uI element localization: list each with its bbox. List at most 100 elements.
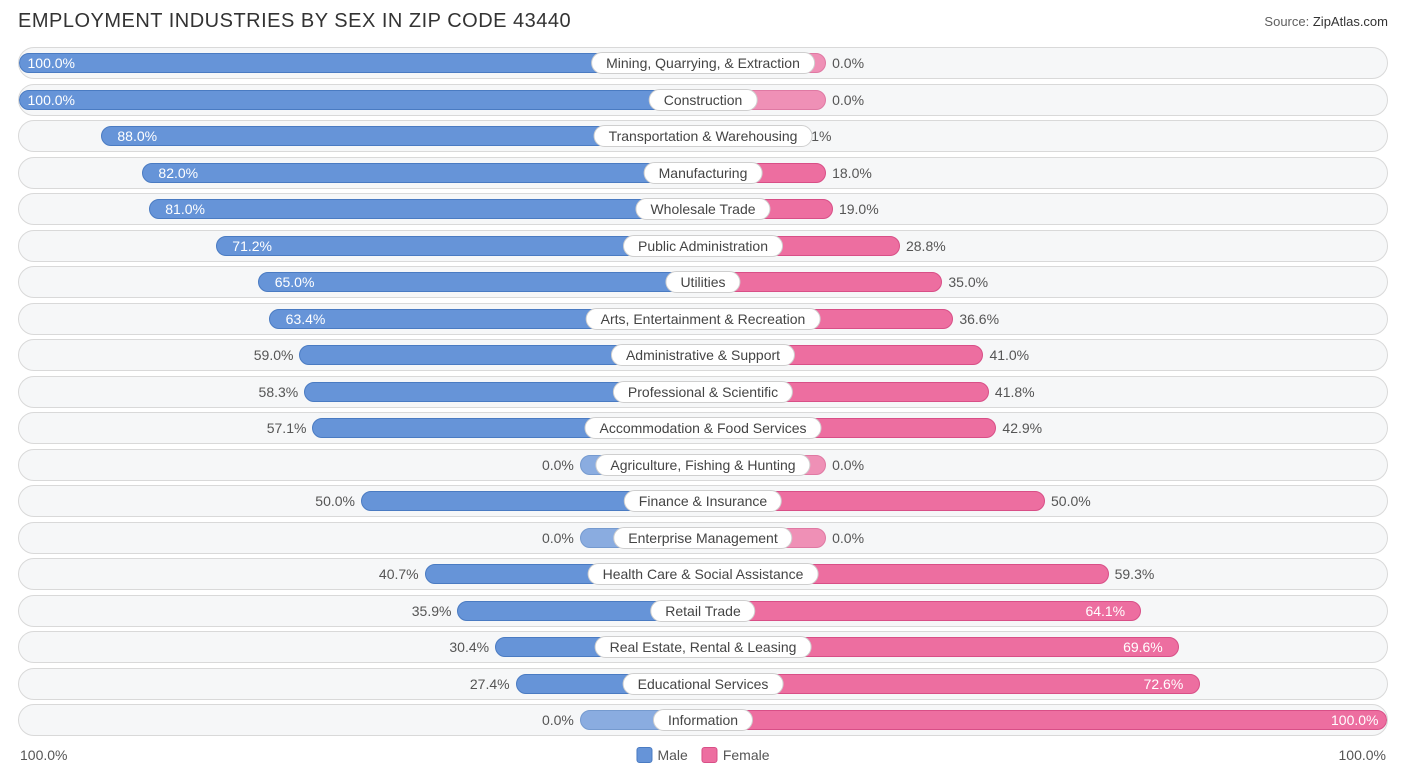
male-half: 58.3%	[19, 377, 703, 407]
category-label: Enterprise Management	[613, 527, 792, 549]
female-half: 50.0%	[703, 486, 1387, 516]
chart-row: 27.4% 72.6%Educational Services	[18, 668, 1388, 700]
male-pct-label: 0.0%	[542, 530, 574, 546]
legend-female-label: Female	[723, 747, 770, 763]
male-pct-label: 0.0%	[542, 712, 574, 728]
chart-footer: 100.0% Male Female 100.0%	[18, 744, 1388, 766]
category-label: Construction	[649, 89, 758, 111]
female-half: 19.0%	[703, 194, 1387, 224]
female-pct-label: 42.9%	[1002, 420, 1042, 436]
category-label: Information	[653, 709, 753, 731]
male-half: 82.0%	[19, 158, 703, 188]
female-pct-label: 100.0%	[1331, 712, 1378, 728]
female-pct-label: 19.0%	[839, 201, 879, 217]
female-half: 64.1%	[703, 596, 1387, 626]
category-label: Educational Services	[623, 673, 784, 695]
female-pct-label: 0.0%	[832, 530, 864, 546]
male-bar	[19, 90, 703, 110]
axis-label-left: 100.0%	[20, 747, 67, 763]
category-label: Public Administration	[623, 235, 783, 257]
female-pct-label: 0.0%	[832, 457, 864, 473]
male-pct-label: 59.0%	[254, 347, 294, 363]
male-half: 50.0%	[19, 486, 703, 516]
category-label: Retail Trade	[650, 600, 755, 622]
male-pct-label: 27.4%	[470, 676, 510, 692]
female-half: 100.0%	[703, 705, 1387, 735]
male-half: 100.0%	[19, 85, 703, 115]
male-pct-label: 0.0%	[542, 457, 574, 473]
male-half: 81.0%	[19, 194, 703, 224]
male-half: 0.0%	[19, 705, 703, 735]
chart-row: 65.0%35.0%Utilities	[18, 266, 1388, 298]
female-half: 28.8%	[703, 231, 1387, 261]
chart-row: 59.0% 41.0% Administrative & Support	[18, 339, 1388, 371]
male-pct-label: 35.9%	[412, 603, 452, 619]
chart-row: 57.1% 42.9% Accommodation & Food Services	[18, 412, 1388, 444]
female-pct-label: 35.0%	[948, 274, 988, 290]
female-pct-label: 41.0%	[989, 347, 1029, 363]
male-pct-label: 40.7%	[379, 566, 419, 582]
category-label: Professional & Scientific	[613, 381, 793, 403]
male-pct-label: 57.1%	[267, 420, 307, 436]
category-label: Mining, Quarrying, & Extraction	[591, 52, 815, 74]
male-bar	[149, 199, 703, 219]
male-bar	[142, 163, 703, 183]
female-half: 0.0%	[703, 85, 1387, 115]
legend-male-label: Male	[657, 747, 687, 763]
chart-row: 30.4%69.6%Real Estate, Rental & Leasing	[18, 631, 1388, 663]
female-pct-label: 64.1%	[1085, 603, 1125, 619]
category-label: Wholesale Trade	[635, 198, 770, 220]
female-pct-label: 0.0%	[832, 55, 864, 71]
source-label: Source:	[1264, 14, 1309, 29]
legend-item-male: Male	[636, 747, 687, 763]
female-pct-label: 0.0%	[832, 92, 864, 108]
female-pct-label: 59.3%	[1115, 566, 1155, 582]
female-pct-label: 18.0%	[832, 165, 872, 181]
chart-row: 35.9% 64.1% Retail Trade	[18, 595, 1388, 627]
male-pct-label: 65.0%	[275, 274, 315, 290]
chart-row: 50.0%50.0%Finance & Insurance	[18, 485, 1388, 517]
male-pct-label: 30.4%	[449, 639, 489, 655]
female-pct-label: 41.8%	[995, 384, 1035, 400]
legend-item-female: Female	[702, 747, 770, 763]
male-half: 35.9%	[19, 596, 703, 626]
chart-row: 88.0%12.1%Transportation & Warehousing	[18, 120, 1388, 152]
male-pct-label: 100.0%	[28, 55, 75, 71]
chart-title: EMPLOYMENT INDUSTRIES BY SEX IN ZIP CODE…	[18, 10, 571, 33]
chart-source: Source: ZipAtlas.com	[1264, 14, 1388, 29]
category-label: Transportation & Warehousing	[594, 125, 813, 147]
female-bar	[703, 601, 1141, 621]
male-pct-label: 88.0%	[117, 128, 157, 144]
axis-label-right: 100.0%	[1339, 747, 1386, 763]
female-half: 72.6%	[703, 669, 1387, 699]
female-half: 41.0%	[703, 340, 1387, 370]
male-half: 65.0%	[19, 267, 703, 297]
chart-row: 63.4%36.6%Arts, Entertainment & Recreati…	[18, 303, 1388, 335]
source-value: ZipAtlas.com	[1313, 14, 1388, 29]
female-half: 41.8%	[703, 377, 1387, 407]
category-label: Administrative & Support	[611, 344, 795, 366]
male-bar	[258, 272, 703, 292]
category-label: Accommodation & Food Services	[585, 417, 822, 439]
male-half: 27.4%	[19, 669, 703, 699]
category-label: Agriculture, Fishing & Hunting	[595, 454, 810, 476]
female-half: 0.0%	[703, 523, 1387, 553]
chart-row: 0.0% 100.0% Information	[18, 704, 1388, 736]
male-half: 71.2%	[19, 231, 703, 261]
category-label: Real Estate, Rental & Leasing	[595, 636, 812, 658]
female-half: 35.0%	[703, 267, 1387, 297]
male-pct-label: 58.3%	[259, 384, 299, 400]
swatch-male-icon	[636, 747, 652, 763]
female-bar	[703, 710, 1387, 730]
male-pct-label: 50.0%	[315, 493, 355, 509]
chart-row: 81.0% 19.0% Wholesale Trade	[18, 193, 1388, 225]
female-half: 18.0%	[703, 158, 1387, 188]
female-pct-label: 50.0%	[1051, 493, 1091, 509]
diverging-bar-chart: 100.0% 0.0% Mining, Quarrying, & Extractio…	[18, 47, 1388, 736]
chart-row: 0.0% 0.0% Enterprise Management	[18, 522, 1388, 554]
male-half: 0.0%	[19, 523, 703, 553]
male-pct-label: 71.2%	[232, 238, 272, 254]
chart-row: 58.3% 41.8% Professional & Scientific	[18, 376, 1388, 408]
chart-row: 71.2% 28.8%Public Administration	[18, 230, 1388, 262]
male-pct-label: 82.0%	[158, 165, 198, 181]
